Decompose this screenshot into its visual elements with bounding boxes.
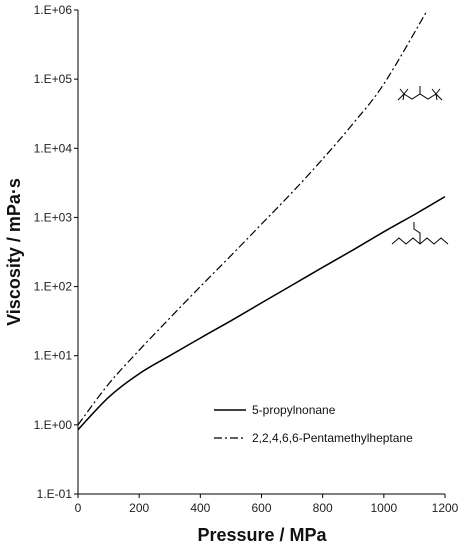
x-tick-label: 800 (313, 501, 333, 515)
y-axis-ticks: 1.E-01 1.E+00 1.E+01 1.E+02 1.E+03 1.E+04 1.E+… (34, 3, 78, 501)
x-axis-title: Pressure / MPa (197, 525, 327, 545)
x-tick-label: 400 (190, 501, 210, 515)
y-tick-label: 1.E+05 (34, 72, 73, 86)
y-tick-label: 1.E+04 (34, 141, 73, 155)
x-tick-label: 0 (75, 501, 82, 515)
y-tick-label: 1.E+01 (34, 349, 73, 363)
y-tick-label: 1.E+02 (34, 280, 73, 294)
y-tick-label: 1.E+03 (34, 210, 73, 224)
series-lines (77, 11, 446, 431)
series-line-5-propylnonane (77, 195, 446, 431)
x-tick-label: 600 (251, 501, 271, 515)
legend-label-5-propylnonane: 5-propylnonane (252, 403, 336, 417)
pentamethylheptane-structure-icon (397, 86, 443, 101)
x-tick-label: 1000 (370, 501, 397, 515)
series-line-pentamethylheptane (77, 11, 428, 426)
x-tick-label: 200 (129, 501, 149, 515)
propylnonane-structure-icon (391, 222, 449, 245)
y-tick-label: 1.E+06 (34, 3, 73, 17)
legend-label-pentamethylheptane: 2,2,4,6,6-Pentamethylheptane (252, 431, 413, 445)
x-tick-label: 1200 (432, 501, 459, 515)
y-tick-label: 1.E+00 (34, 418, 73, 432)
y-axis-title: Viscosity / mPa·s (4, 178, 24, 326)
x-axis-ticks: 0 200 400 600 800 1000 1200 (75, 494, 459, 515)
y-tick-label: 1.E-01 (37, 487, 73, 501)
